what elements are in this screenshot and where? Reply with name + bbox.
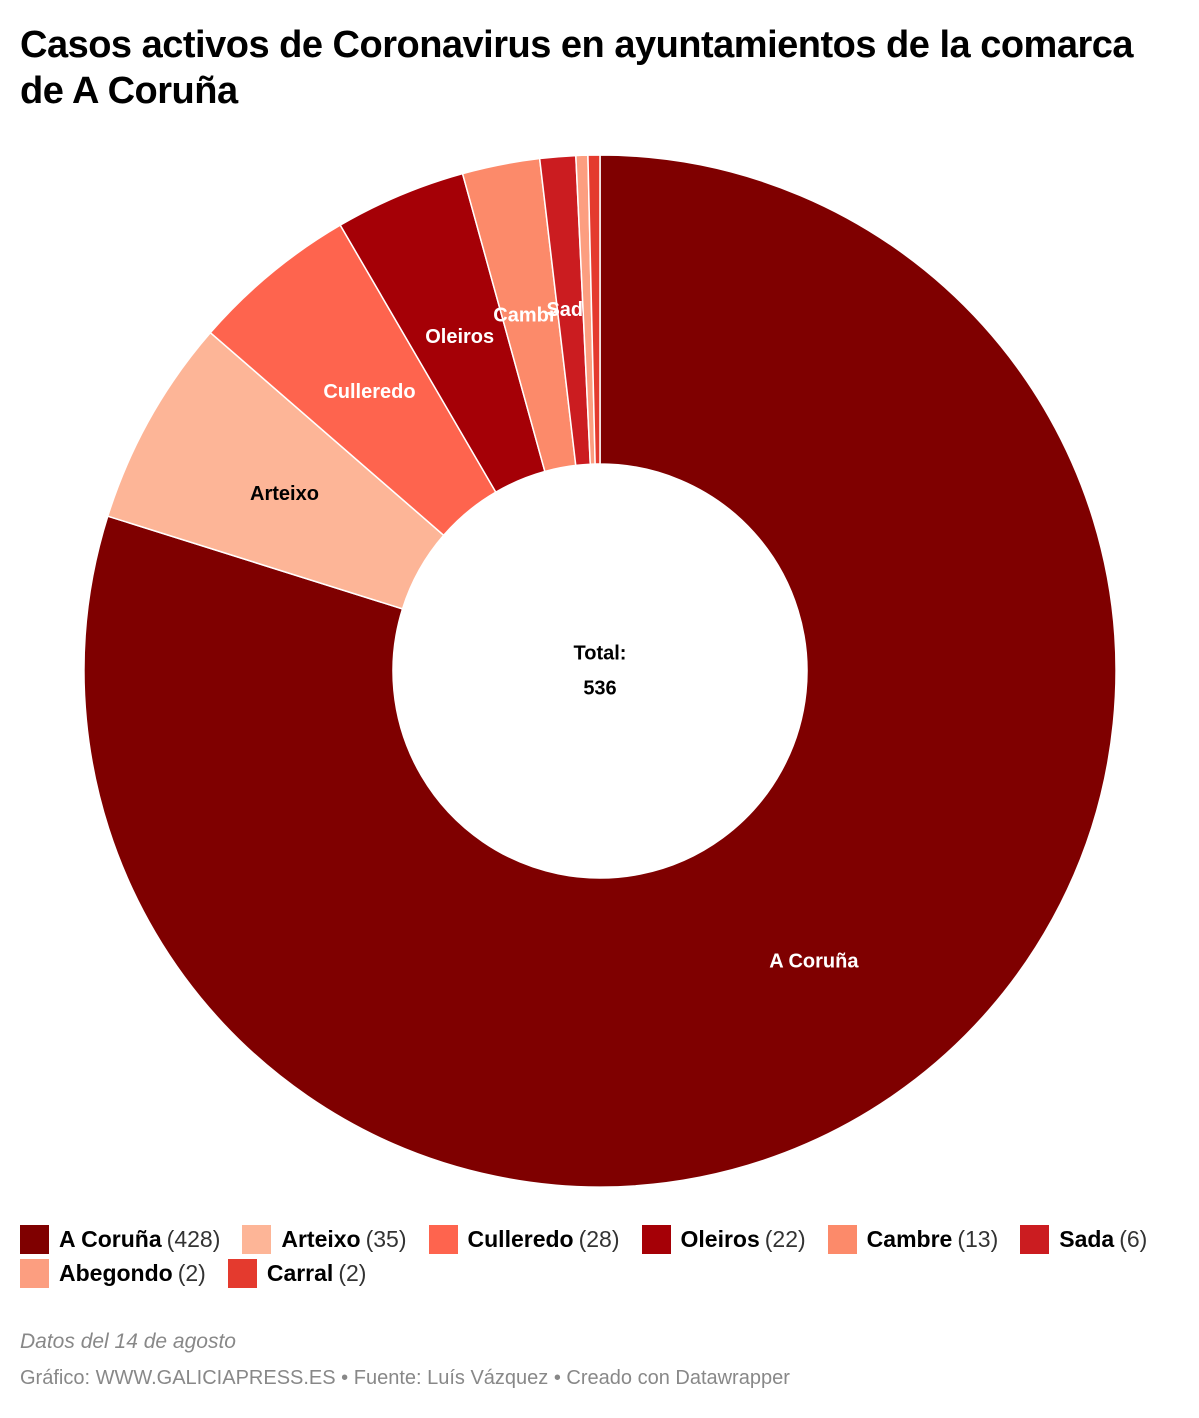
- legend-swatch: [242, 1225, 272, 1254]
- legend-item: Cambre (13): [827, 1225, 999, 1254]
- slice-label: Cambre: [493, 305, 567, 327]
- legend-swatch: [827, 1225, 857, 1254]
- legend-swatch: [641, 1225, 671, 1254]
- legend-value: (2): [177, 1260, 206, 1286]
- legend-item: Culleredo (28): [428, 1225, 620, 1254]
- legend-name: A Coruña: [59, 1226, 162, 1252]
- slice-label: Oleiros: [425, 326, 494, 348]
- notes: Datos del 14 de agosto: [20, 1330, 236, 1353]
- center-label: Total:: [574, 642, 627, 664]
- slice: [587, 154, 601, 465]
- legend-value: (6): [1119, 1226, 1148, 1252]
- legend-swatch: [20, 1259, 49, 1288]
- legend-value: (13): [957, 1226, 999, 1252]
- legend-item: Arteixo (35): [242, 1225, 407, 1254]
- slice: [83, 154, 1117, 1188]
- legend-item: Sada (6): [1020, 1225, 1147, 1254]
- legend-name: Sada: [1059, 1226, 1115, 1252]
- legend-item: Carral (2): [227, 1259, 367, 1288]
- legend-swatch: [227, 1259, 257, 1288]
- slice-label: A Coruña: [769, 951, 859, 973]
- legend-name: Abegondo: [59, 1260, 173, 1286]
- legend-name: Carral: [266, 1260, 334, 1286]
- legend-name: Culleredo: [467, 1226, 574, 1252]
- legend-value: (428): [166, 1226, 221, 1252]
- legend-swatch: [20, 1225, 49, 1254]
- center-total: 536: [583, 677, 616, 699]
- slice-label: Culleredo: [323, 381, 415, 403]
- legend-name: Cambre: [866, 1226, 953, 1252]
- legend-item: Abegondo (2): [20, 1259, 206, 1288]
- legend-value: (22): [764, 1226, 806, 1252]
- footer: Gráfico: WWW.GALICIAPRESS.ES • Fuente: L…: [20, 1367, 790, 1389]
- chart-title: Casos activos de Coronavirus en ayuntami…: [20, 24, 1134, 112]
- legend-swatch: [1020, 1225, 1050, 1254]
- legend-value: (2): [338, 1260, 367, 1286]
- legend-value: (35): [365, 1226, 407, 1252]
- legend-value: (28): [578, 1226, 620, 1252]
- legend-item: A Coruña (428): [20, 1225, 220, 1254]
- chart: A CoruñaArteixoCulleredoOleirosCambreSad…: [83, 154, 1117, 1188]
- legend-item: Oleiros (22): [641, 1225, 806, 1254]
- legend-name: Oleiros: [680, 1226, 760, 1252]
- legend: A Coruña (428) Arteixo (35) Culleredo (28) Ole…: [20, 1225, 1190, 1288]
- legend-name: Arteixo: [281, 1226, 361, 1252]
- legend-swatch: [428, 1225, 458, 1254]
- slice-label: Arteixo: [250, 483, 319, 505]
